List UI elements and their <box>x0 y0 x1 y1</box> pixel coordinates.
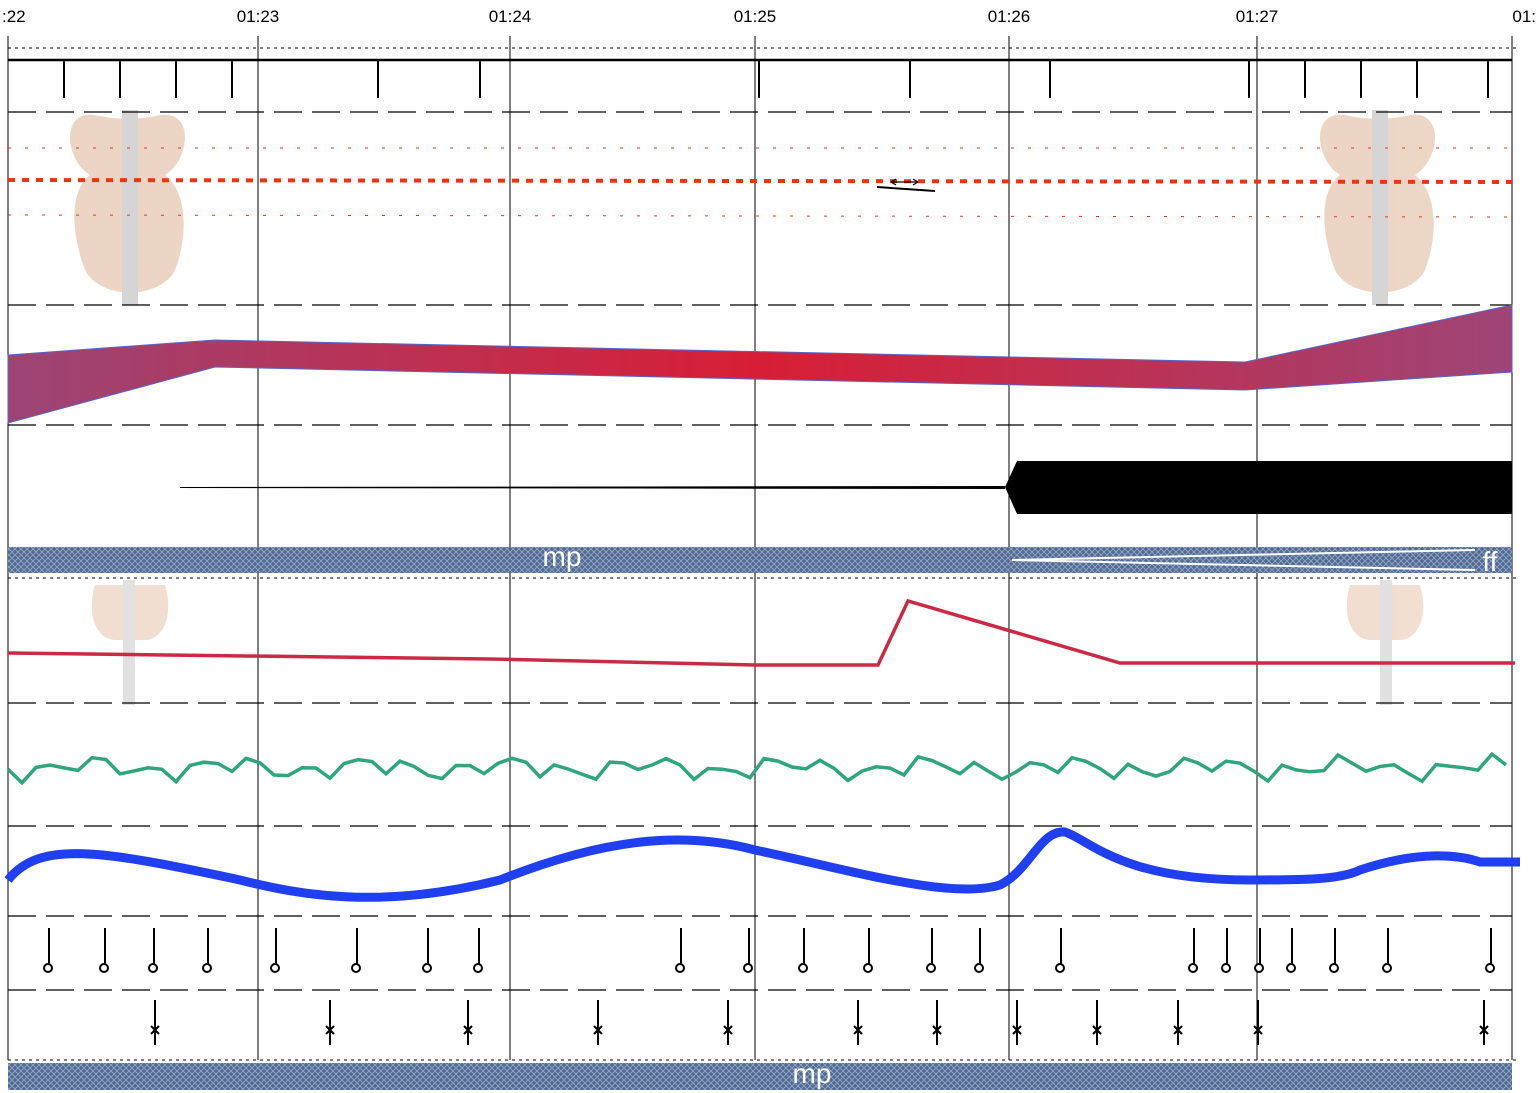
x-head <box>325 1025 335 1035</box>
note-head <box>974 963 984 973</box>
note-head <box>675 963 685 973</box>
x-head <box>150 1025 160 1035</box>
x-head <box>1012 1025 1022 1035</box>
x-head <box>853 1025 863 1035</box>
envelope <box>1005 461 1512 514</box>
x-head <box>593 1025 603 1035</box>
event-marks <box>43 60 1495 1045</box>
note-head <box>1382 963 1392 973</box>
dynamic-label: mp <box>543 541 582 572</box>
note-head <box>798 963 808 973</box>
time-label: 01:27 <box>1236 7 1279 26</box>
note-head <box>1329 963 1339 973</box>
note-head <box>1286 963 1296 973</box>
blue-curve <box>4 827 1520 902</box>
note-head <box>926 963 936 973</box>
note-head <box>863 963 873 973</box>
crescendo <box>1011 549 1476 571</box>
note-head <box>743 963 753 973</box>
intensity-band <box>7 304 1513 424</box>
time-label: 01:26 <box>988 7 1031 26</box>
time-label: 01: <box>1512 7 1536 26</box>
red-dotted-line <box>7 178 1513 184</box>
dynamic-label: mp <box>793 1058 832 1089</box>
x-head <box>1253 1025 1263 1035</box>
note-head <box>148 963 158 973</box>
time-label: 01:24 <box>489 7 532 26</box>
x-head <box>932 1025 942 1035</box>
dynamic-label: ff <box>1482 546 1497 577</box>
note-head <box>422 963 432 973</box>
note-head <box>99 963 109 973</box>
note-head <box>1188 963 1198 973</box>
note-head <box>202 963 212 973</box>
x-head <box>463 1025 473 1035</box>
x-head <box>1092 1025 1102 1035</box>
arrow-marker <box>876 178 936 192</box>
dynamics-band <box>8 547 1512 573</box>
time-label: :22 <box>2 7 26 26</box>
time-labels: :22 01:23 01:24 01:25 01:26 01:27 01: <box>2 7 1536 26</box>
green-curve <box>6 751 1508 786</box>
violin-image <box>70 110 1435 705</box>
note-head <box>351 963 361 973</box>
note-head <box>43 963 53 973</box>
x-head <box>1479 1025 1489 1035</box>
note-head <box>1485 963 1495 973</box>
red-dotted-line <box>7 214 1513 218</box>
red-curve <box>7 598 1515 667</box>
note-head <box>1254 963 1264 973</box>
envelope-thin <box>180 486 1005 489</box>
dynamics-band <box>8 1063 1512 1090</box>
x-head <box>723 1025 733 1035</box>
time-label: 01:23 <box>237 7 280 26</box>
time-label: 01:25 <box>734 7 777 26</box>
note-head <box>1055 963 1065 973</box>
x-head <box>1173 1025 1183 1035</box>
note-head <box>270 963 280 973</box>
note-head <box>473 963 483 973</box>
note-head <box>1221 963 1231 973</box>
